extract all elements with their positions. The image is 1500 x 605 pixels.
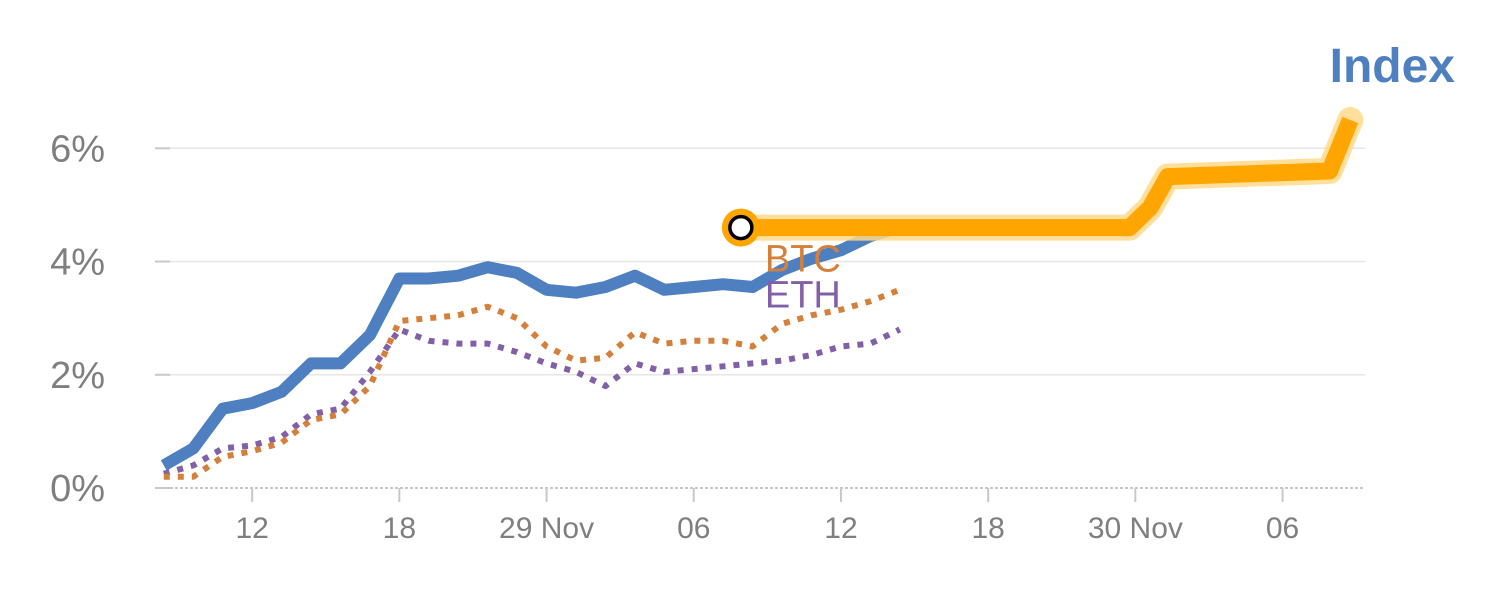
series-lines — [160, 107, 1364, 480]
current-marker — [721, 208, 760, 247]
x-tick-label: 30 Nov — [1088, 512, 1183, 545]
marker-point — [728, 214, 754, 241]
x-tick-label: 06 — [677, 512, 710, 545]
y-tick-label: 0% — [50, 468, 105, 510]
grid-lines — [155, 147, 1365, 489]
x-tick-label: 06 — [1266, 512, 1299, 545]
projection-series-line — [740, 116, 1359, 237]
btc-series-line — [163, 287, 901, 480]
y-tick-label: 4% — [50, 242, 105, 284]
index-series-line — [160, 221, 902, 471]
axes: 0% 2% 4% 6% 12 18 29 Nov 06 12 18 30 Nov 06 — [50, 128, 1299, 545]
x-tick-label: 12 — [824, 512, 857, 545]
x-tick-label: 12 — [235, 512, 268, 545]
eth-series-label: ETH — [765, 275, 841, 317]
btc-series-label: BTC — [765, 239, 841, 281]
x-tick-label: 18 — [971, 512, 1004, 545]
chart-title: Index — [1330, 40, 1456, 93]
y-tick-label: 6% — [50, 128, 105, 170]
eth-series-line — [162, 326, 902, 477]
y-tick-label: 2% — [50, 355, 105, 397]
x-tick-label: 18 — [383, 512, 416, 545]
x-tick-label: 29 Nov — [499, 512, 594, 545]
